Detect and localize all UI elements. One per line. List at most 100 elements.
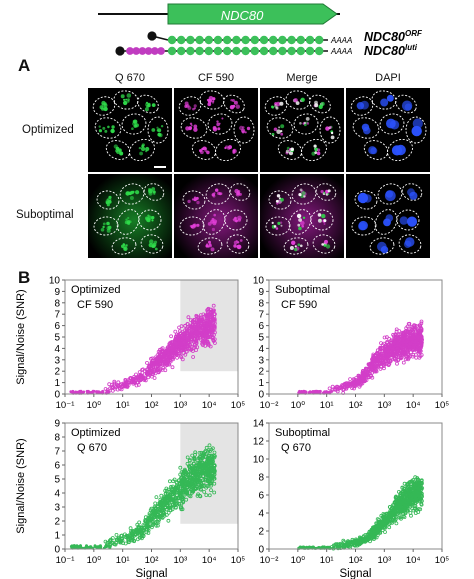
x-tick-label: 10² bbox=[349, 400, 363, 411]
x-axis-label: Signal bbox=[136, 568, 168, 579]
y-tick-label: 7 bbox=[54, 310, 60, 321]
x-tick-label: 10⁴ bbox=[202, 400, 217, 411]
plot-title: Optimized bbox=[71, 284, 121, 296]
y-tick-label: 8 bbox=[258, 473, 264, 484]
data-points bbox=[69, 443, 217, 550]
y-tick-label: 8 bbox=[54, 433, 60, 444]
y-tick-label: 3 bbox=[258, 355, 264, 366]
scatter-plot-4: 0 2 4 6 8 10 12 14 10⁻² 10⁰ 10¹ 10² 10³ 10⁴ 10⁵ Subopti… bbox=[253, 419, 449, 579]
x-tick-label: 10⁴ bbox=[202, 555, 217, 566]
orf-polya: AAAA bbox=[330, 36, 352, 45]
x-tick-label: 10² bbox=[145, 400, 159, 411]
x-tick-label: 10³ bbox=[173, 400, 187, 411]
x-tick-label: 10⁴ bbox=[406, 400, 421, 411]
panel-b-letter: B bbox=[18, 268, 31, 287]
column-header-cf590: CF 590 bbox=[197, 72, 235, 84]
column-header-dapi: DAPI bbox=[375, 72, 401, 84]
y-tick-label: 0 bbox=[54, 545, 60, 556]
y-tick-label: 2 bbox=[54, 367, 60, 378]
row-label-optimized: Optimized bbox=[22, 124, 74, 136]
x-tick-label: 10⁵ bbox=[231, 400, 246, 411]
luti-polya: AAAA bbox=[330, 47, 352, 56]
y-tick-label: 8 bbox=[258, 298, 264, 309]
micrograph-suboptimal-dapi bbox=[346, 174, 430, 258]
y-axis-label: Signal/Noise (SNR) bbox=[15, 438, 27, 533]
x-tick-label: 10¹ bbox=[116, 555, 130, 566]
y-tick-label: 9 bbox=[54, 287, 60, 298]
plot-title: Optimized bbox=[71, 427, 121, 439]
y-tick-label: 6 bbox=[258, 491, 264, 502]
y-tick-label: 5 bbox=[54, 333, 60, 344]
x-tick-label: 10³ bbox=[173, 555, 187, 566]
y-tick-label: 10 bbox=[253, 455, 265, 466]
x-tick-label: 10⁰ bbox=[291, 400, 306, 411]
y-tick-label: 6 bbox=[54, 461, 60, 472]
x-tick-label: 10⁵ bbox=[435, 555, 450, 566]
y-tick-label: 2 bbox=[258, 367, 264, 378]
x-tick-label: 10⁰ bbox=[87, 400, 102, 411]
plot-subtitle: CF 590 bbox=[281, 299, 317, 311]
x-tick-label: 10¹ bbox=[320, 400, 334, 411]
plot-title: Suboptimal bbox=[275, 427, 330, 439]
x-tick-label: 10⁵ bbox=[435, 400, 450, 411]
y-axis-label: Signal/Noise (SNR) bbox=[15, 289, 27, 384]
y-tick-label: 4 bbox=[54, 344, 60, 355]
y-tick-label: 5 bbox=[258, 333, 264, 344]
gene-diagram: NDC80 AAAA NDC80ORF AAAA NDC80luti bbox=[98, 3, 423, 58]
gene-label: NDC80 bbox=[221, 8, 264, 23]
data-points bbox=[69, 303, 217, 395]
plot-subtitle: Q 670 bbox=[77, 442, 107, 454]
y-tick-label: 9 bbox=[258, 287, 264, 298]
y-tick-label: 10 bbox=[253, 276, 265, 287]
y-tick-label: 6 bbox=[54, 321, 60, 332]
column-header-merge: Merge bbox=[286, 72, 318, 84]
micrograph-suboptimal-q670 bbox=[88, 174, 172, 258]
y-tick-label: 4 bbox=[54, 489, 60, 500]
x-axis-label: Signal bbox=[340, 568, 372, 579]
svg-text:NDC80ORF: NDC80ORF bbox=[364, 29, 423, 44]
x-tick-label: 10⁵ bbox=[231, 555, 246, 566]
y-tick-label: 10 bbox=[49, 276, 61, 287]
x-tick-label: 10³ bbox=[377, 555, 391, 566]
orf-name: NDC80 bbox=[364, 30, 405, 44]
x-tick-label: 10⁻² bbox=[260, 400, 279, 411]
svg-text:NDC80luti: NDC80luti bbox=[364, 43, 418, 58]
micrograph-optimized-q670 bbox=[88, 88, 172, 172]
y-tick-label: 7 bbox=[54, 447, 60, 458]
micrograph-suboptimal-merge bbox=[260, 174, 344, 258]
plot-subtitle: Q 670 bbox=[281, 442, 311, 454]
x-tick-label: 10⁻¹ bbox=[56, 400, 75, 411]
data-points bbox=[297, 475, 425, 551]
y-tick-label: 3 bbox=[54, 503, 60, 514]
x-tick-label: 10⁻² bbox=[260, 555, 279, 566]
y-tick-label: 9 bbox=[54, 419, 60, 430]
scatter-plot-3: 0 1 2 3 4 5 6 7 8 9 10⁻¹ 10⁰ 10¹ 10² 10³ 10⁴ 10⁵ Optimize… bbox=[15, 419, 245, 579]
y-tick-label: 4 bbox=[258, 509, 264, 520]
y-tick-label: 6 bbox=[258, 321, 264, 332]
y-tick-label: 0 bbox=[54, 390, 60, 401]
micrograph-optimized-cf590 bbox=[174, 88, 258, 172]
orf-superscript: ORF bbox=[405, 29, 423, 38]
y-tick-label: 2 bbox=[54, 517, 60, 528]
y-tick-label: 1 bbox=[54, 531, 60, 542]
micrograph-optimized-merge bbox=[260, 88, 344, 172]
data-points bbox=[297, 319, 425, 395]
x-tick-label: 10¹ bbox=[116, 400, 130, 411]
y-tick-label: 12 bbox=[253, 437, 265, 448]
x-tick-label: 10⁴ bbox=[406, 555, 421, 566]
panel-a-letter: A bbox=[18, 56, 31, 75]
x-tick-label: 10¹ bbox=[320, 555, 334, 566]
y-tick-label: 1 bbox=[54, 378, 60, 389]
y-tick-label: 2 bbox=[258, 527, 264, 538]
micrograph-suboptimal-cf590 bbox=[174, 174, 258, 258]
micrograph-optimized-dapi bbox=[346, 88, 430, 172]
y-tick-label: 1 bbox=[258, 378, 264, 389]
x-tick-label: 10² bbox=[349, 555, 363, 566]
y-tick-label: 3 bbox=[54, 355, 60, 366]
plot-subtitle: CF 590 bbox=[77, 299, 113, 311]
row-label-suboptimal: Suboptimal bbox=[16, 209, 74, 221]
plot-title: Suboptimal bbox=[275, 284, 330, 296]
y-tick-label: 14 bbox=[253, 419, 265, 430]
